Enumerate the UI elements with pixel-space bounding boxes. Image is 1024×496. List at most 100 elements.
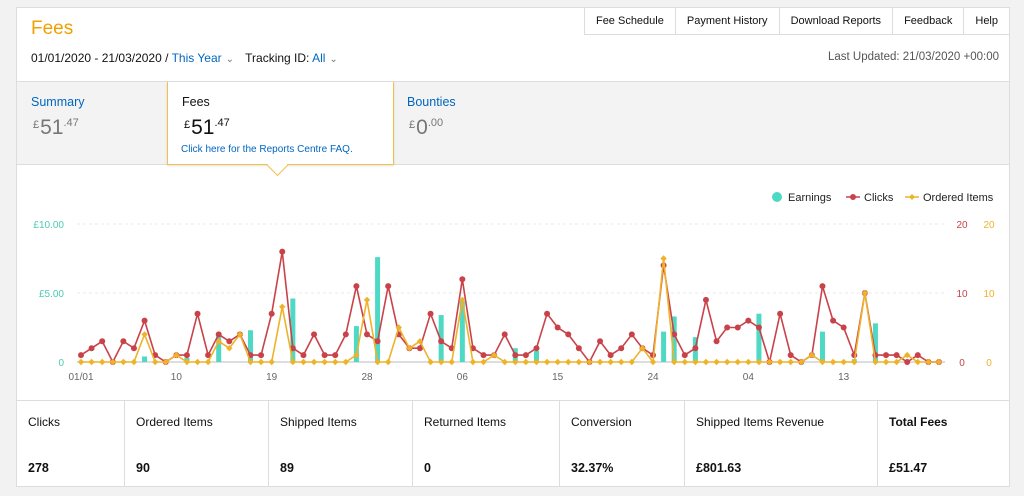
ordered-point	[247, 358, 254, 366]
ordered-point	[77, 358, 85, 366]
clicks-point	[300, 352, 307, 359]
clicks-point	[777, 310, 784, 317]
ordered-point	[681, 358, 688, 366]
ordered-point	[872, 358, 879, 366]
ordered-point	[755, 358, 763, 366]
x-axis-tick: 06	[457, 372, 469, 383]
y-axis-clicks-tick: 20	[956, 220, 968, 231]
ordered-point	[480, 358, 487, 366]
earnings-bar	[216, 334, 222, 362]
clicks-point	[628, 331, 635, 338]
ordered-point	[183, 358, 191, 366]
tab-label: Fees	[182, 95, 210, 109]
clicks-point	[459, 276, 466, 283]
chevron-down-icon[interactable]: ⌄	[225, 54, 235, 65]
ordered-point	[798, 358, 805, 366]
ordered-point	[300, 358, 307, 366]
ordered-point	[713, 358, 720, 366]
ordered-point	[925, 358, 932, 366]
clicks-point	[904, 359, 911, 365]
earnings-bar	[756, 313, 762, 362]
clicks-point	[268, 310, 275, 317]
stat-total-fees: Total Fees £51.47	[889, 415, 948, 475]
ordered-point	[596, 358, 604, 366]
ordered-point	[639, 345, 646, 352]
ordered-point	[88, 358, 95, 366]
clicks-point	[205, 352, 212, 359]
clicks-point	[183, 352, 190, 359]
ordered-point	[533, 358, 540, 366]
ordered-point	[851, 358, 858, 366]
ordered-point	[416, 338, 424, 345]
earnings-bar	[533, 350, 539, 362]
clicks-point	[787, 352, 794, 359]
clicks-point	[226, 338, 233, 345]
ordered-point	[723, 358, 731, 366]
ordered-point	[215, 338, 222, 345]
nav-feedback[interactable]: Feedback	[893, 8, 965, 34]
ordered-point	[861, 289, 869, 297]
x-axis-tick: 01/01	[68, 372, 93, 383]
ordered-point	[734, 358, 741, 366]
ordered-point	[469, 358, 477, 366]
tracking-dropdown[interactable]: All	[312, 51, 326, 65]
ordered-point	[904, 351, 911, 359]
ordered-point	[162, 358, 169, 366]
clicks-point	[258, 352, 265, 359]
ordered-point	[395, 324, 402, 331]
clicks-point	[745, 317, 752, 324]
x-axis-tick: 15	[552, 372, 564, 383]
clicks-point	[734, 324, 741, 331]
clicks-point	[99, 338, 106, 345]
tab-summary[interactable]: Summary £51.47	[17, 82, 167, 164]
ordered-point	[353, 351, 360, 359]
ordered-point	[374, 358, 381, 366]
clicks-point	[681, 352, 688, 359]
ordered-point	[501, 358, 508, 366]
legend-clicks-dot	[850, 194, 856, 200]
ordered-point	[459, 296, 466, 304]
clicks-point	[914, 352, 921, 359]
clicks-point	[702, 296, 709, 303]
clicks-point	[597, 338, 604, 345]
ordered-point	[448, 358, 455, 366]
tab-fees[interactable]: Fees £51.47 Click here for the Reports C…	[167, 82, 394, 177]
legend-ordered-dot	[909, 194, 915, 200]
ordered-point	[935, 358, 943, 366]
chevron-down-icon[interactable]: ⌄	[329, 54, 338, 65]
x-axis-tick: 24	[647, 372, 659, 383]
y-axis-left-tick: £5.00	[39, 289, 64, 300]
clicks-point	[840, 324, 847, 331]
clicks-point	[438, 338, 445, 345]
nav-payment-history[interactable]: Payment History	[676, 8, 780, 34]
ordered-point	[766, 358, 773, 366]
ordered-point	[332, 358, 339, 366]
stat-clicks: Clicks 278	[17, 401, 125, 487]
nav-fee-schedule[interactable]: Fee Schedule	[585, 8, 676, 34]
ordered-point	[618, 358, 625, 366]
nav-help[interactable]: Help	[975, 15, 998, 27]
ordered-point	[649, 358, 657, 366]
period-dropdown[interactable]: This Year	[171, 51, 222, 65]
earnings-bar	[872, 323, 878, 362]
nav-download-reports[interactable]: Download Reports	[780, 8, 894, 34]
y-axis-left-tick: 0	[58, 358, 64, 369]
stat-shipped-items: Shipped Items 89	[269, 401, 413, 487]
filter-row: 01/01/2020 - 21/03/2020 / This Year ⌄ Tra…	[31, 51, 346, 65]
earnings-bar	[353, 326, 359, 362]
ordered-point	[522, 358, 530, 366]
clicks-point	[724, 324, 731, 331]
ordered-point	[787, 358, 794, 366]
clicks-point	[692, 345, 699, 352]
stats-row: Clicks 278 Ordered Items 90 Shipped Items 8…	[17, 400, 1009, 487]
clicks-point	[353, 283, 360, 290]
clicks-point	[78, 352, 84, 359]
clicks-point	[501, 331, 508, 338]
faq-link[interactable]: Click here for the Reports Centre FAQ.	[181, 144, 353, 155]
top-nav: Fee Schedule Payment History Download Re…	[583, 8, 1009, 35]
ordered-point	[130, 358, 138, 366]
tab-bounties[interactable]: Bounties £0.00	[393, 82, 543, 164]
earnings-bar	[661, 331, 667, 362]
ordered-point	[194, 358, 201, 366]
ordered-point	[776, 358, 784, 366]
